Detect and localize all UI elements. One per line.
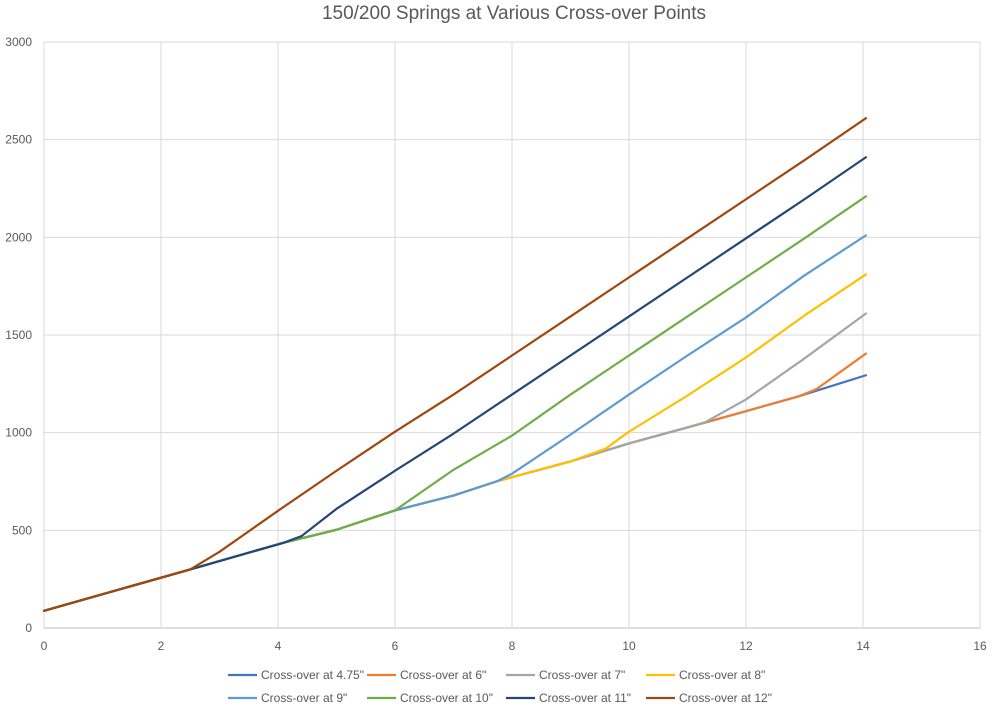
legend-item: Cross-over at 4.75" (228, 668, 364, 682)
x-tick-label: 0 (41, 639, 48, 653)
legend: Cross-over at 4.75" Cross-over at 6" Cross… (228, 668, 772, 705)
legend-item: Cross-over at 10" (367, 691, 493, 705)
series-line-3 (42, 312, 868, 612)
legend-item: Cross-over at 12" (646, 691, 772, 705)
legend-label: Cross-over at 4.75" (261, 668, 364, 682)
legend-label: Cross-over at 9" (261, 691, 347, 705)
y-tick-label: 2000 (5, 230, 32, 244)
legend-item: Cross-over at 8" (646, 668, 765, 682)
legend-label: Cross-over at 10" (400, 691, 493, 705)
series-line-2 (42, 352, 868, 612)
x-tick-label: 2 (158, 639, 165, 653)
x-tick-label: 14 (856, 639, 870, 653)
legend-item: Cross-over at 6" (367, 668, 486, 682)
y-tick-label: 1500 (5, 328, 32, 342)
x-tick-label: 6 (392, 639, 399, 653)
chart-title: 150/200 Springs at Various Cross-over Po… (322, 3, 706, 24)
y-tick-label: 500 (12, 523, 32, 537)
x-tick-label: 10 (622, 639, 636, 653)
series-lines (42, 117, 868, 612)
series-line-8 (42, 117, 868, 612)
y-tick-label: 1000 (5, 426, 32, 440)
axis-tick-labels: 0 500 1000 1500 2000 2500 3000 0 2 4 6 8 10 12 14 16 (5, 35, 987, 653)
legend-label: Cross-over at 11" (539, 691, 631, 705)
y-tick-label: 2500 (5, 133, 32, 147)
legend-label: Cross-over at 12" (679, 691, 772, 705)
legend-label: Cross-over at 6" (400, 668, 486, 682)
x-tick-label: 12 (739, 639, 753, 653)
y-tick-label: 3000 (5, 35, 32, 49)
x-tick-label: 4 (275, 639, 282, 653)
grid (43, 41, 981, 629)
legend-item: Cross-over at 11" (506, 691, 631, 705)
legend-label: Cross-over at 8" (679, 668, 765, 682)
series-line-7 (42, 156, 868, 612)
legend-item: Cross-over at 9" (228, 691, 347, 705)
legend-label: Cross-over at 7" (539, 668, 625, 682)
series-line-6 (42, 195, 868, 612)
x-tick-label: 16 (973, 639, 987, 653)
series-line-5 (42, 234, 868, 612)
series-line-4 (42, 273, 868, 612)
legend-item: Cross-over at 7" (506, 668, 625, 682)
y-tick-label: 0 (25, 621, 32, 635)
x-tick-label: 8 (509, 639, 516, 653)
